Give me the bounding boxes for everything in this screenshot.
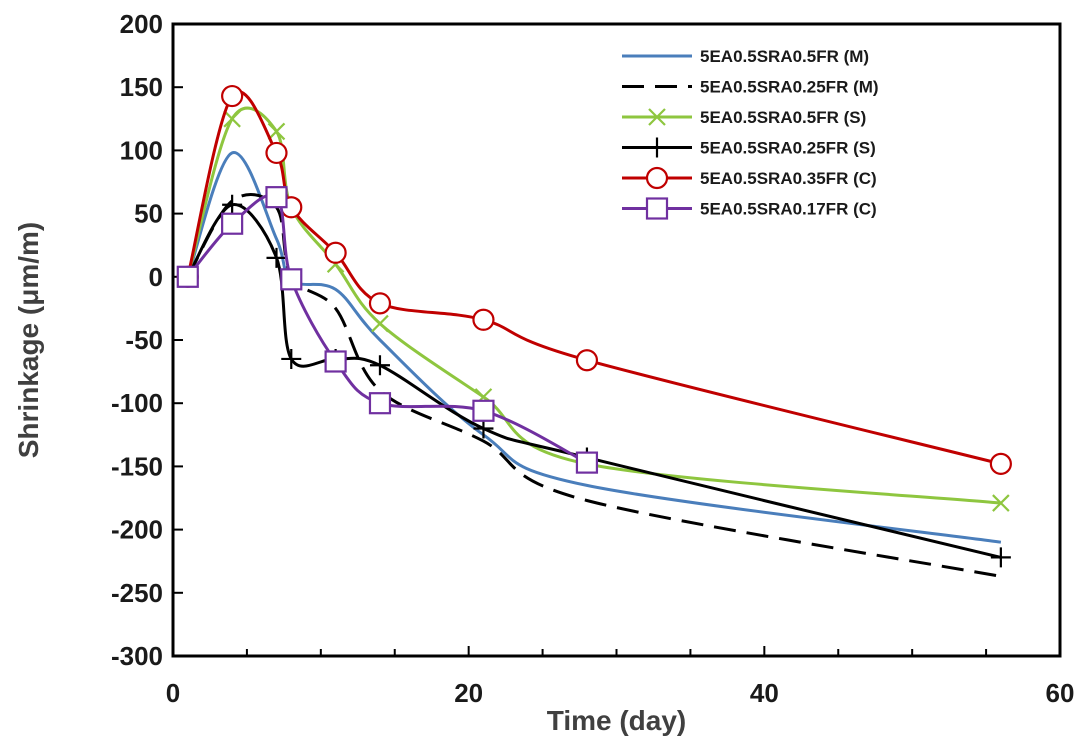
y-axis-title: Shrinkage (μm/m) [13, 222, 44, 459]
series-line [186, 106, 1002, 505]
legend-entry: 5EA0.5SRA0.25FR (M) [622, 78, 879, 97]
data-point [990, 547, 1011, 568]
series-5ea0-5sra0-17fr-c [176, 186, 599, 474]
data-point [371, 314, 389, 333]
series-line [186, 90, 1002, 466]
x-tick-label: 60 [1046, 678, 1075, 708]
y-tick-label: -50 [125, 325, 163, 355]
data-point [265, 141, 288, 165]
data-point [222, 194, 243, 215]
y-tick-label: 50 [134, 199, 163, 229]
data-point [324, 241, 347, 264]
legend-label: 5EA0.5SRA0.35FR (C) [700, 169, 877, 188]
legend-entry: 5EA0.5SRA0.5FR (S) [622, 108, 866, 127]
legend-entry: 5EA0.5SRA0.25FR (S) [622, 137, 876, 158]
data-point [265, 186, 288, 209]
data-point [575, 349, 599, 372]
legend: 5EA0.5SRA0.5FR (M) 5EA0.5SRA0.25FR (M) 5EA… [622, 47, 879, 220]
series-5ea0-5sra0-5fr-m [186, 151, 1002, 544]
data-point [992, 494, 1010, 512]
legend-label: 5EA0.5SRA0.5FR (S) [700, 108, 866, 127]
series-line [186, 193, 1002, 578]
data-point [176, 265, 199, 288]
y-tick-label: 200 [120, 9, 163, 39]
x-tick-label: 20 [454, 678, 483, 708]
data-point [989, 452, 1012, 475]
series-line [186, 203, 1002, 559]
legend-marker [647, 137, 667, 158]
series-line [186, 151, 1002, 544]
axis-ticks: -300 -250 -200 -150 -100 -50 0 50 100 150 200 0 20 40… [111, 9, 1075, 708]
series-5ea0-5sra0-35fr-c [176, 84, 1012, 475]
data-point [472, 308, 495, 331]
data-point [266, 247, 287, 268]
legend-entry: 5EA0.5SRA0.5FR (M) [622, 47, 869, 66]
data-point [223, 110, 241, 128]
data-point [575, 451, 599, 474]
legend-marker [645, 166, 669, 190]
data-point [368, 392, 392, 415]
legend-label: 5EA0.5SRA0.25FR (S) [700, 139, 876, 158]
y-tick-label: -150 [111, 451, 163, 481]
series-5ea0-5sra0-25fr-s [177, 194, 1011, 568]
x-tick-label: 40 [750, 678, 779, 708]
x-tick-label: 0 [166, 678, 180, 708]
legend-label: 5EA0.5SRA0.5FR (M) [700, 47, 869, 66]
y-tick-label: -250 [111, 578, 163, 608]
data-point [324, 350, 347, 373]
plot-frame [171, 22, 1062, 658]
data-point [221, 84, 244, 108]
y-tick-label: -100 [111, 388, 163, 418]
x-axis-title: Time (day) [547, 705, 687, 736]
legend-entry: 5EA0.5SRA0.17FR (C) [622, 197, 877, 220]
y-tick-label: 150 [120, 72, 163, 102]
y-tick-label: 0 [149, 262, 163, 292]
data-point [267, 122, 286, 141]
data-point [369, 355, 390, 376]
data-point [368, 292, 392, 315]
series-5ea0-5sra0-25fr-m [186, 193, 1002, 578]
series-lines [176, 84, 1012, 578]
data-point [281, 348, 302, 369]
data-point [472, 399, 495, 422]
legend-label: 5EA0.5SRA0.17FR (C) [700, 200, 877, 219]
y-tick-label: -200 [111, 515, 163, 545]
data-point [221, 212, 244, 235]
y-tick-label: -300 [111, 641, 163, 671]
legend-label: 5EA0.5SRA0.25FR (M) [700, 78, 879, 97]
legend-marker [648, 108, 666, 126]
y-tick-label: 100 [120, 135, 163, 165]
data-point [280, 268, 303, 291]
legend-marker [645, 197, 669, 220]
legend-entry: 5EA0.5SRA0.35FR (C) [622, 166, 877, 190]
